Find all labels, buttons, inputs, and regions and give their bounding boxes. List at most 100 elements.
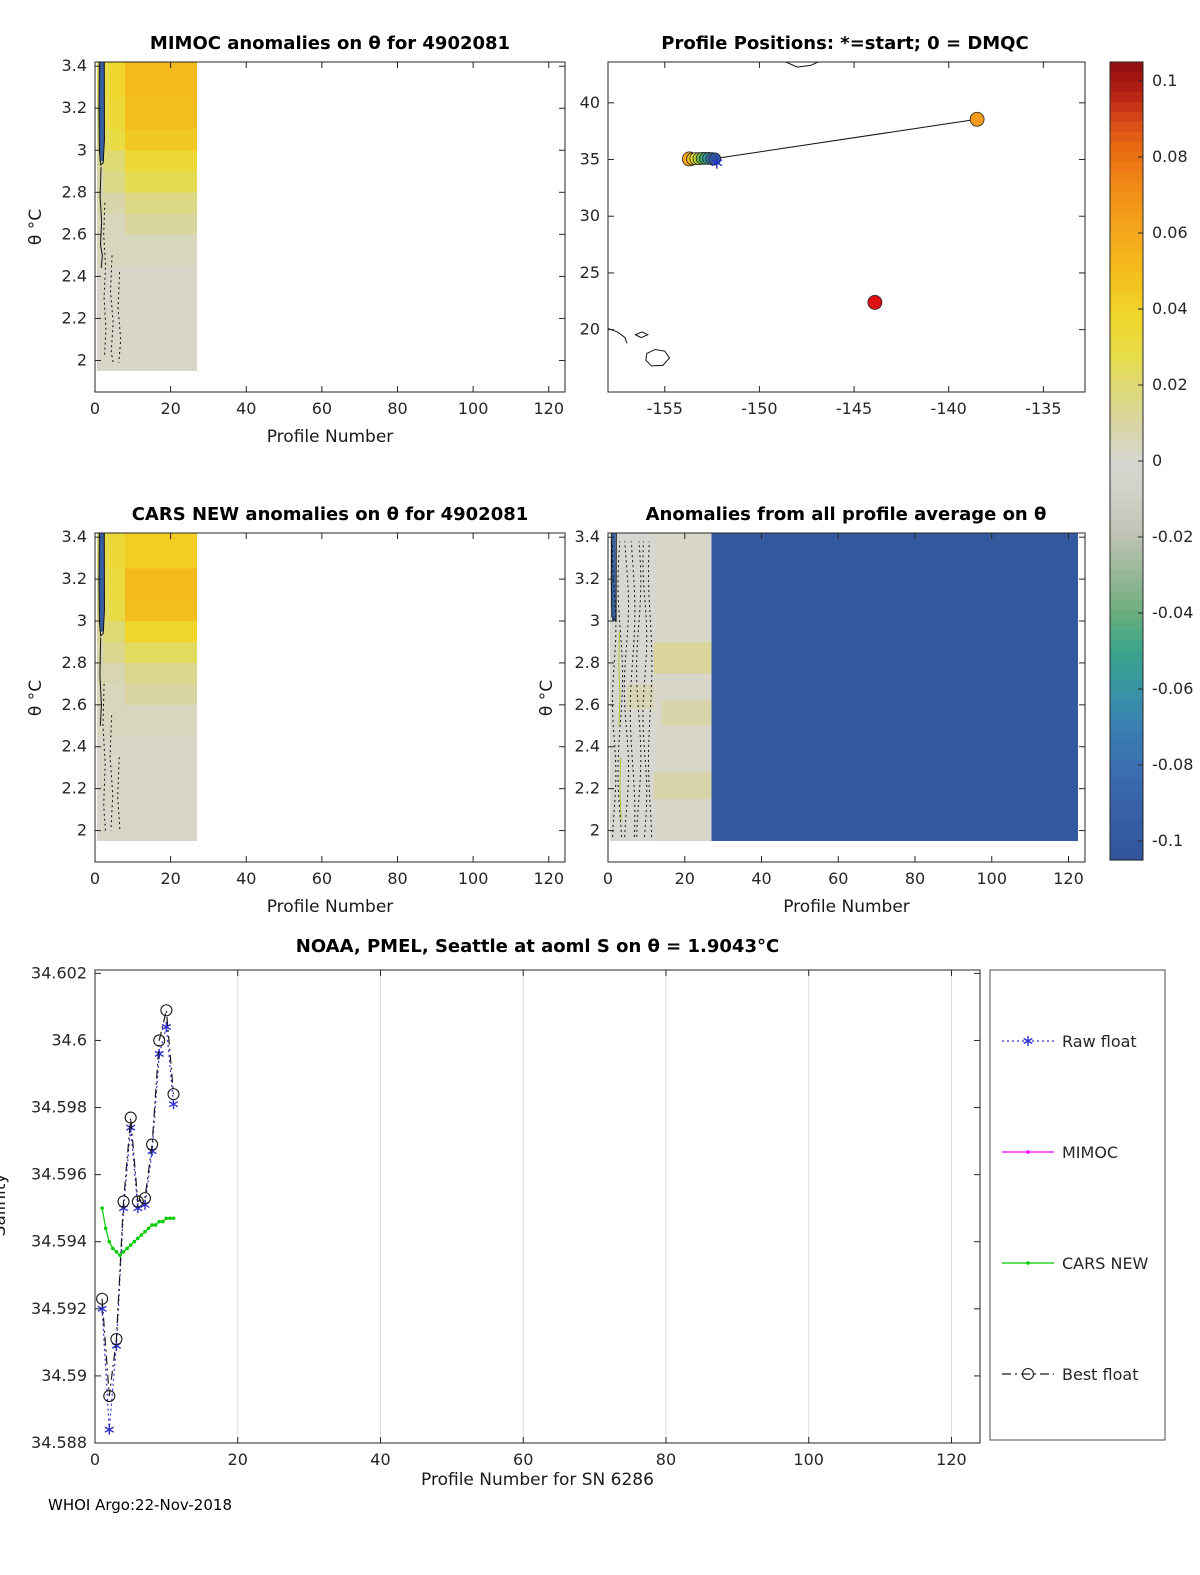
tick-label: 20 (228, 1450, 248, 1469)
circle-marker (167, 1088, 180, 1101)
tick-label: -0.1 (1152, 831, 1183, 850)
salinity-ylabel: Salinity (0, 1173, 10, 1237)
asterisk-marker (168, 1101, 179, 1108)
tick-label: 0 (90, 1450, 100, 1469)
axes-frame (607, 61, 1086, 393)
tick-label: 3 (590, 611, 600, 630)
tick-label: -145 (836, 399, 872, 418)
tick-label: 40 (580, 93, 600, 112)
circle-marker (124, 1111, 137, 1124)
tick-label: 2.2 (62, 308, 87, 327)
dot-marker (157, 1219, 162, 1224)
tick-label: -0.06 (1152, 679, 1193, 698)
tick-label: 0 (1152, 451, 1162, 470)
tick-label: -155 (647, 399, 683, 418)
tick-label: 2 (77, 350, 87, 369)
legend: Raw float MIMOC CARS NEW Best float (989, 969, 1166, 1441)
asterisk-marker (1023, 1037, 1033, 1045)
avg-heatmap-plot: 0 20 40 60 80 100 120 2 2.2 2.4 2.6 2.8 3 3.2 3.4 (575, 527, 1086, 888)
tick-label: 100 (458, 399, 489, 418)
tick-label: 2.4 (575, 737, 600, 756)
circle-marker (110, 1332, 123, 1346)
tick-label: 3.2 (575, 569, 600, 588)
tick-label: 120 (533, 869, 564, 888)
circle-marker (153, 1034, 166, 1047)
tick-label: 0.02 (1152, 375, 1188, 394)
dot-marker (103, 1226, 108, 1231)
tick-label: 3.4 (62, 56, 87, 75)
tick-label: 34.594 (31, 1232, 87, 1251)
tick-label: -140 (931, 399, 967, 418)
tick-label: 20 (675, 869, 695, 888)
colorbar: 0.1 0.08 0.06 0.04 0.02 0 -0.02 -0.04 -0.06 -0.08… (1109, 61, 1193, 861)
tick-label: 120 (533, 399, 564, 418)
circle-marker (160, 1004, 173, 1017)
dot-marker (1026, 1150, 1030, 1154)
tick-label: 34.596 (31, 1165, 87, 1184)
avg-title: Anomalies from all profile average on θ (645, 504, 1047, 525)
asterisk-marker (711, 159, 723, 167)
tick-label: 3 (77, 611, 87, 630)
series-line (101, 1026, 175, 1430)
tick-label: 60 (828, 869, 848, 888)
tick-label: 80 (905, 869, 925, 888)
tick-label: 34.602 (31, 963, 87, 982)
heatmap-cells (96, 62, 198, 371)
tick-label: -150 (741, 399, 777, 418)
asterisk-marker (161, 1023, 172, 1031)
mimoc-ylabel: θ °C (26, 208, 46, 246)
salinity-plot: 0 20 40 60 80 100 120 34.588 34.59 34.592 34.594 34… (31, 963, 981, 1469)
heatmap-cells (96, 533, 198, 842)
axes-frame (94, 532, 566, 863)
mimoc-heatmap-plot: 0 20 40 60 80 100 120 2 2.2 2.4 2.6 2.8 3 3.2 3.4 (62, 56, 566, 418)
footer-datestamp: WHOI Argo:22-Nov-2018 (48, 1496, 232, 1514)
asterisk-marker (97, 1305, 107, 1312)
axes-frame (94, 61, 566, 393)
tick-label: 34.592 (31, 1299, 87, 1318)
dot-marker (128, 1243, 133, 1247)
circle-marker (96, 1292, 109, 1305)
tick-label: 30 (580, 206, 600, 225)
tick-label: 120 (936, 1450, 967, 1469)
tick-label: 2.4 (62, 737, 87, 756)
circle-marker (1021, 1367, 1035, 1381)
dot-marker (1026, 1261, 1030, 1265)
tick-label: 34.6 (51, 1030, 87, 1049)
tick-label: 2.8 (575, 653, 600, 672)
tick-label: 80 (387, 399, 407, 418)
dot-marker (153, 1223, 158, 1227)
tick-label: CARS NEW (1062, 1254, 1149, 1273)
tick-label: 120 (1053, 869, 1084, 888)
tick-label: 2.6 (62, 224, 87, 243)
coast-arc (608, 328, 628, 344)
tick-label: 2 (77, 821, 87, 840)
tick-label: 40 (751, 869, 771, 888)
cars-ylabel: θ °C (26, 679, 46, 717)
tick-label: -135 (1025, 399, 1061, 418)
tick-label: 100 (793, 1450, 824, 1469)
coast-arc (785, 62, 819, 68)
tick-label: 20 (580, 320, 600, 339)
series-line (101, 1010, 175, 1397)
dot-marker (139, 1233, 144, 1237)
tick-label: 2.2 (575, 779, 600, 798)
asterisk-marker (126, 1124, 136, 1131)
dot-marker (150, 1223, 154, 1227)
dot-marker (161, 1219, 165, 1224)
tick-label: -0.04 (1152, 603, 1193, 622)
tick-label: 2 (590, 821, 600, 840)
salinity-xlabel: Profile Number for SN 6286 (421, 1470, 654, 1490)
circle-marker (131, 1195, 144, 1208)
circle-marker (138, 1192, 152, 1205)
axes-frame (94, 969, 981, 1444)
dot-marker (100, 1206, 104, 1210)
circle-marker (146, 1138, 159, 1151)
tick-label: 60 (513, 1450, 533, 1469)
tick-label: 2.8 (62, 182, 87, 201)
tick-label: 2.2 (62, 779, 87, 798)
tick-label: 0.08 (1152, 147, 1188, 166)
tick-label: 2.8 (62, 653, 87, 672)
map-content (608, 62, 985, 367)
